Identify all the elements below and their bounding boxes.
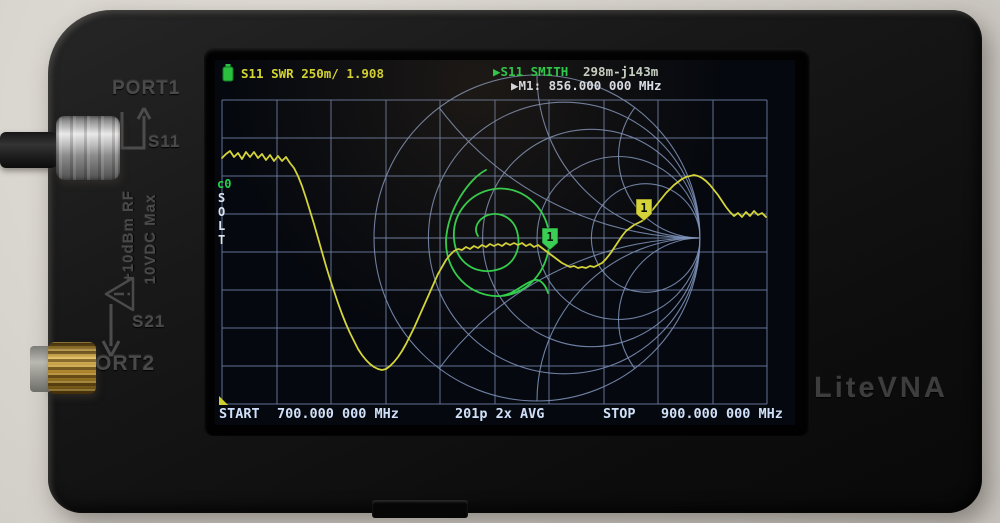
trace2-status-label: ▶S11 SMITH xyxy=(493,64,568,79)
coax-cable xyxy=(0,132,62,168)
smith-chart-grid xyxy=(373,74,701,402)
port1-sma-connector xyxy=(56,116,120,180)
port2-label: PORT2 xyxy=(80,352,156,375)
stop-value: 900.000 000 MHz xyxy=(661,406,783,422)
start-value: 700.000 000 MHz xyxy=(277,406,399,422)
sma-threads xyxy=(48,342,96,394)
s21-arrow-icon xyxy=(101,304,121,357)
marker-flag-smith: 1 xyxy=(541,227,559,251)
sma-hex-facets xyxy=(56,116,120,180)
s11-label: S11 xyxy=(148,132,181,151)
swr-trace xyxy=(221,150,767,371)
svg-text:1: 1 xyxy=(640,201,647,215)
smith-trace xyxy=(445,169,551,297)
trace2-status-value: 298m-j143m xyxy=(583,64,659,79)
battery-icon xyxy=(222,64,234,82)
s11-reflection-icon xyxy=(120,107,152,150)
cal-letter-o: O xyxy=(218,205,225,219)
svg-text:1: 1 xyxy=(546,230,553,244)
sweep-start-wedge xyxy=(219,396,228,405)
s21-label: S21 xyxy=(132,312,166,331)
warning-triangle-icon xyxy=(104,276,135,312)
brand-logo: LiteVNA xyxy=(814,372,948,404)
usb-port xyxy=(372,500,468,518)
cal-status: c0 xyxy=(217,177,231,191)
port1-label: PORT1 xyxy=(112,78,181,99)
marker-readout: ▶M1: 856.000 000 MHz xyxy=(511,78,662,93)
cal-letter-l: L xyxy=(218,219,225,233)
port2-sma-base xyxy=(30,346,52,392)
cal-letter-t: T xyxy=(218,233,225,247)
port2-sma-connector xyxy=(48,342,96,394)
stop-label: STOP xyxy=(603,406,636,422)
cal-letter-s: S xyxy=(218,191,225,205)
marker-flag-swr: 1 xyxy=(635,198,653,222)
start-label: START xyxy=(219,406,260,422)
trace1-status: S11 SWR 250m/ 1.908 xyxy=(241,66,384,81)
lcd-touchscreen[interactable]: 1 1 S11 SWR 250m/ 1.908 ▶S11 SMITH 298m-… xyxy=(215,60,795,425)
sweep-info: 201p 2x AVG xyxy=(455,406,544,422)
voltage-warning-label: 10VDC Max xyxy=(142,193,159,285)
rect-grid xyxy=(221,99,768,405)
